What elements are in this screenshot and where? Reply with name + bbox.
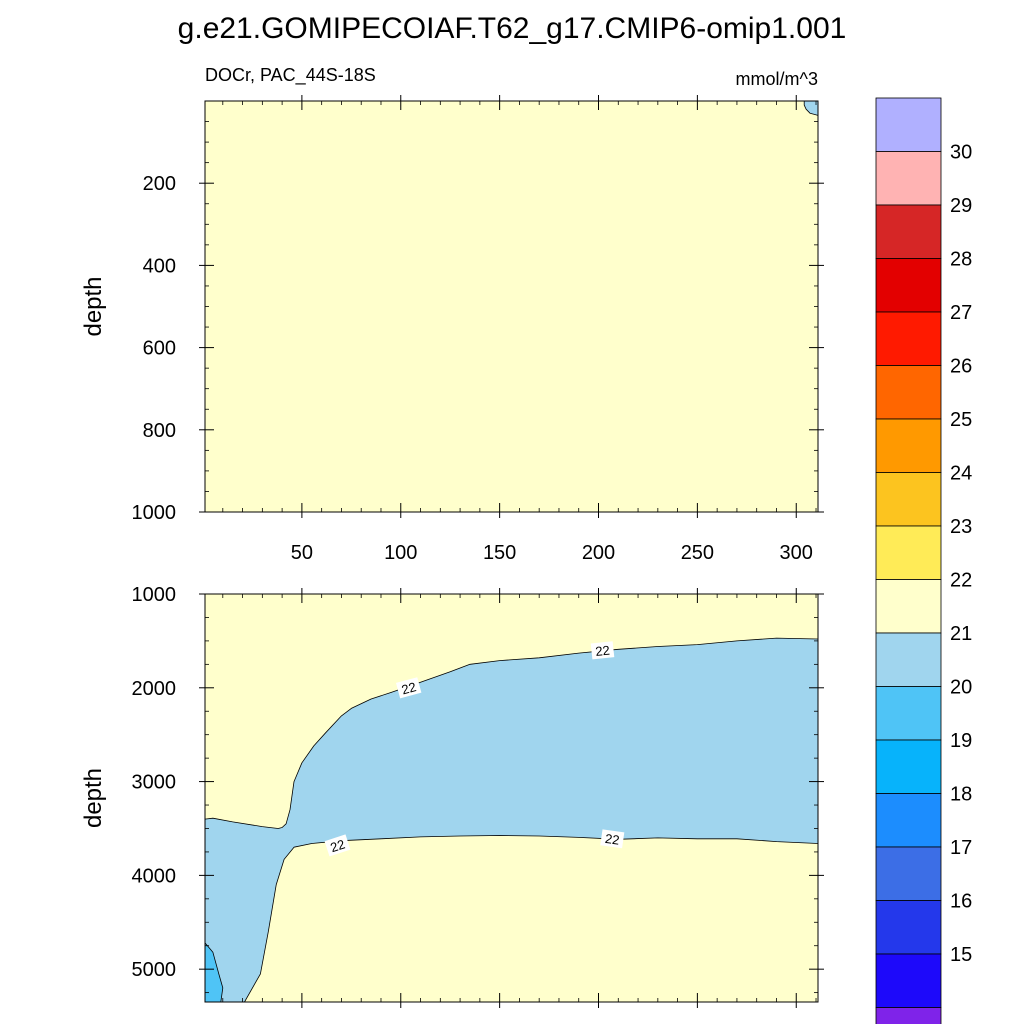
colorbar-tick-label: 16 [950, 891, 972, 913]
plot-frame [204, 593, 819, 1003]
colorbar-swatch [875, 204, 942, 259]
colorbar-tick-label: 15 [950, 944, 972, 966]
colorbar-swatch [875, 632, 942, 687]
y-tick-label: 800 [143, 420, 176, 442]
contour-label-3: 22 [600, 829, 625, 849]
chart-units-label: mmol/m^3 [736, 69, 818, 89]
colorbar-swatch [875, 365, 942, 420]
x-tick-label: 300 [780, 542, 813, 564]
colorbar-swatch [875, 311, 942, 366]
x-tick-label: 150 [483, 542, 516, 564]
y-tick-label: 600 [143, 338, 176, 360]
y-axis-label: depth [80, 768, 107, 828]
contour-region-21-22-0 [205, 637, 818, 1002]
y-tick-label: 3000 [132, 772, 177, 794]
colorbar-swatch [875, 97, 942, 152]
contour-region-21-22-0 [803, 101, 818, 116]
colorbar-swatch [875, 151, 942, 206]
contour-label-text: 22 [400, 679, 418, 697]
contour-label-text: 22 [595, 643, 611, 659]
colorbar-swatch [875, 579, 942, 634]
colorbar-tick-label: 27 [950, 302, 972, 324]
colorbar-tick-label: 29 [950, 195, 972, 217]
colorbar-tick-label: 22 [950, 570, 972, 592]
colorbar: 30 29 28 27 26 25 24 23 22 21 20 19 18 17 16 15 [875, 97, 972, 1024]
colorbar-tick-label: 21 [950, 623, 972, 645]
colorbar-tick-label: 20 [950, 677, 972, 699]
contour-label-2: 22 [324, 834, 351, 857]
colorbar-swatch [875, 472, 942, 527]
colorbar-swatch [875, 418, 942, 473]
y-axis-ticks [199, 593, 824, 994]
contour-region-20-21-1 [205, 942, 224, 1002]
x-tick-label: 50 [291, 542, 313, 564]
x-tick-label: 100 [384, 542, 417, 564]
x-axis-ticks [222, 588, 817, 1008]
colorbar-tick-label: 24 [950, 463, 972, 485]
y-axis-ticks [199, 121, 824, 513]
colorbar-swatch [875, 953, 942, 1008]
lower-depth-panel: 22 22 22 22 1000 2000 3000 4000 5000 depth [80, 584, 824, 1008]
colorbar-tick-label: 19 [950, 730, 972, 752]
y-tick-label: 2000 [132, 678, 177, 700]
contour-label-1: 22 [590, 641, 615, 660]
contour-label-text: 22 [604, 831, 620, 848]
colorbar-swatch [875, 1007, 942, 1024]
y-tick-label: 4000 [132, 865, 177, 887]
colorbar-tick-label: 23 [950, 516, 972, 538]
upper-depth-panel: 50 100 150 200 250 300 200 400 600 800 1000 depth [80, 95, 824, 564]
colorbar-tick-label: 17 [950, 837, 972, 859]
colorbar-swatch [875, 846, 942, 901]
y-axis-label: depth [80, 276, 107, 336]
colorbar-tick-label: 30 [950, 142, 972, 164]
colorbar-tick-label: 26 [950, 356, 972, 378]
colorbar-swatch [875, 900, 942, 955]
colorbar-tick-label: 18 [950, 784, 972, 806]
x-tick-label: 250 [681, 542, 714, 564]
colorbar-tick-label: 25 [950, 409, 972, 431]
colorbar-swatch [875, 258, 942, 313]
x-tick-label: 200 [582, 542, 615, 564]
colorbar-tick-label: 28 [950, 249, 972, 271]
contour-label-text: 22 [328, 837, 346, 856]
colorbar-swatch [875, 739, 942, 794]
y-tick-label: 200 [143, 173, 176, 195]
chart-title: g.e21.GOMIPECOIAF.T62_g17.CMIP6-omip1.00… [178, 12, 847, 45]
colorbar-swatch [875, 793, 942, 848]
contour-label-0: 22 [396, 677, 422, 699]
x-axis-ticks [222, 95, 817, 518]
y-tick-label: 1000 [132, 584, 177, 606]
colorbar-swatch [875, 525, 942, 580]
y-tick-label: 5000 [132, 959, 177, 981]
contour-background-fill [205, 101, 818, 512]
y-tick-label: 1000 [132, 502, 177, 524]
colorbar-swatch [875, 686, 942, 741]
y-tick-label: 400 [143, 255, 176, 277]
chart-subtitle-left: DOCr, PAC_44S-18S [205, 65, 376, 86]
